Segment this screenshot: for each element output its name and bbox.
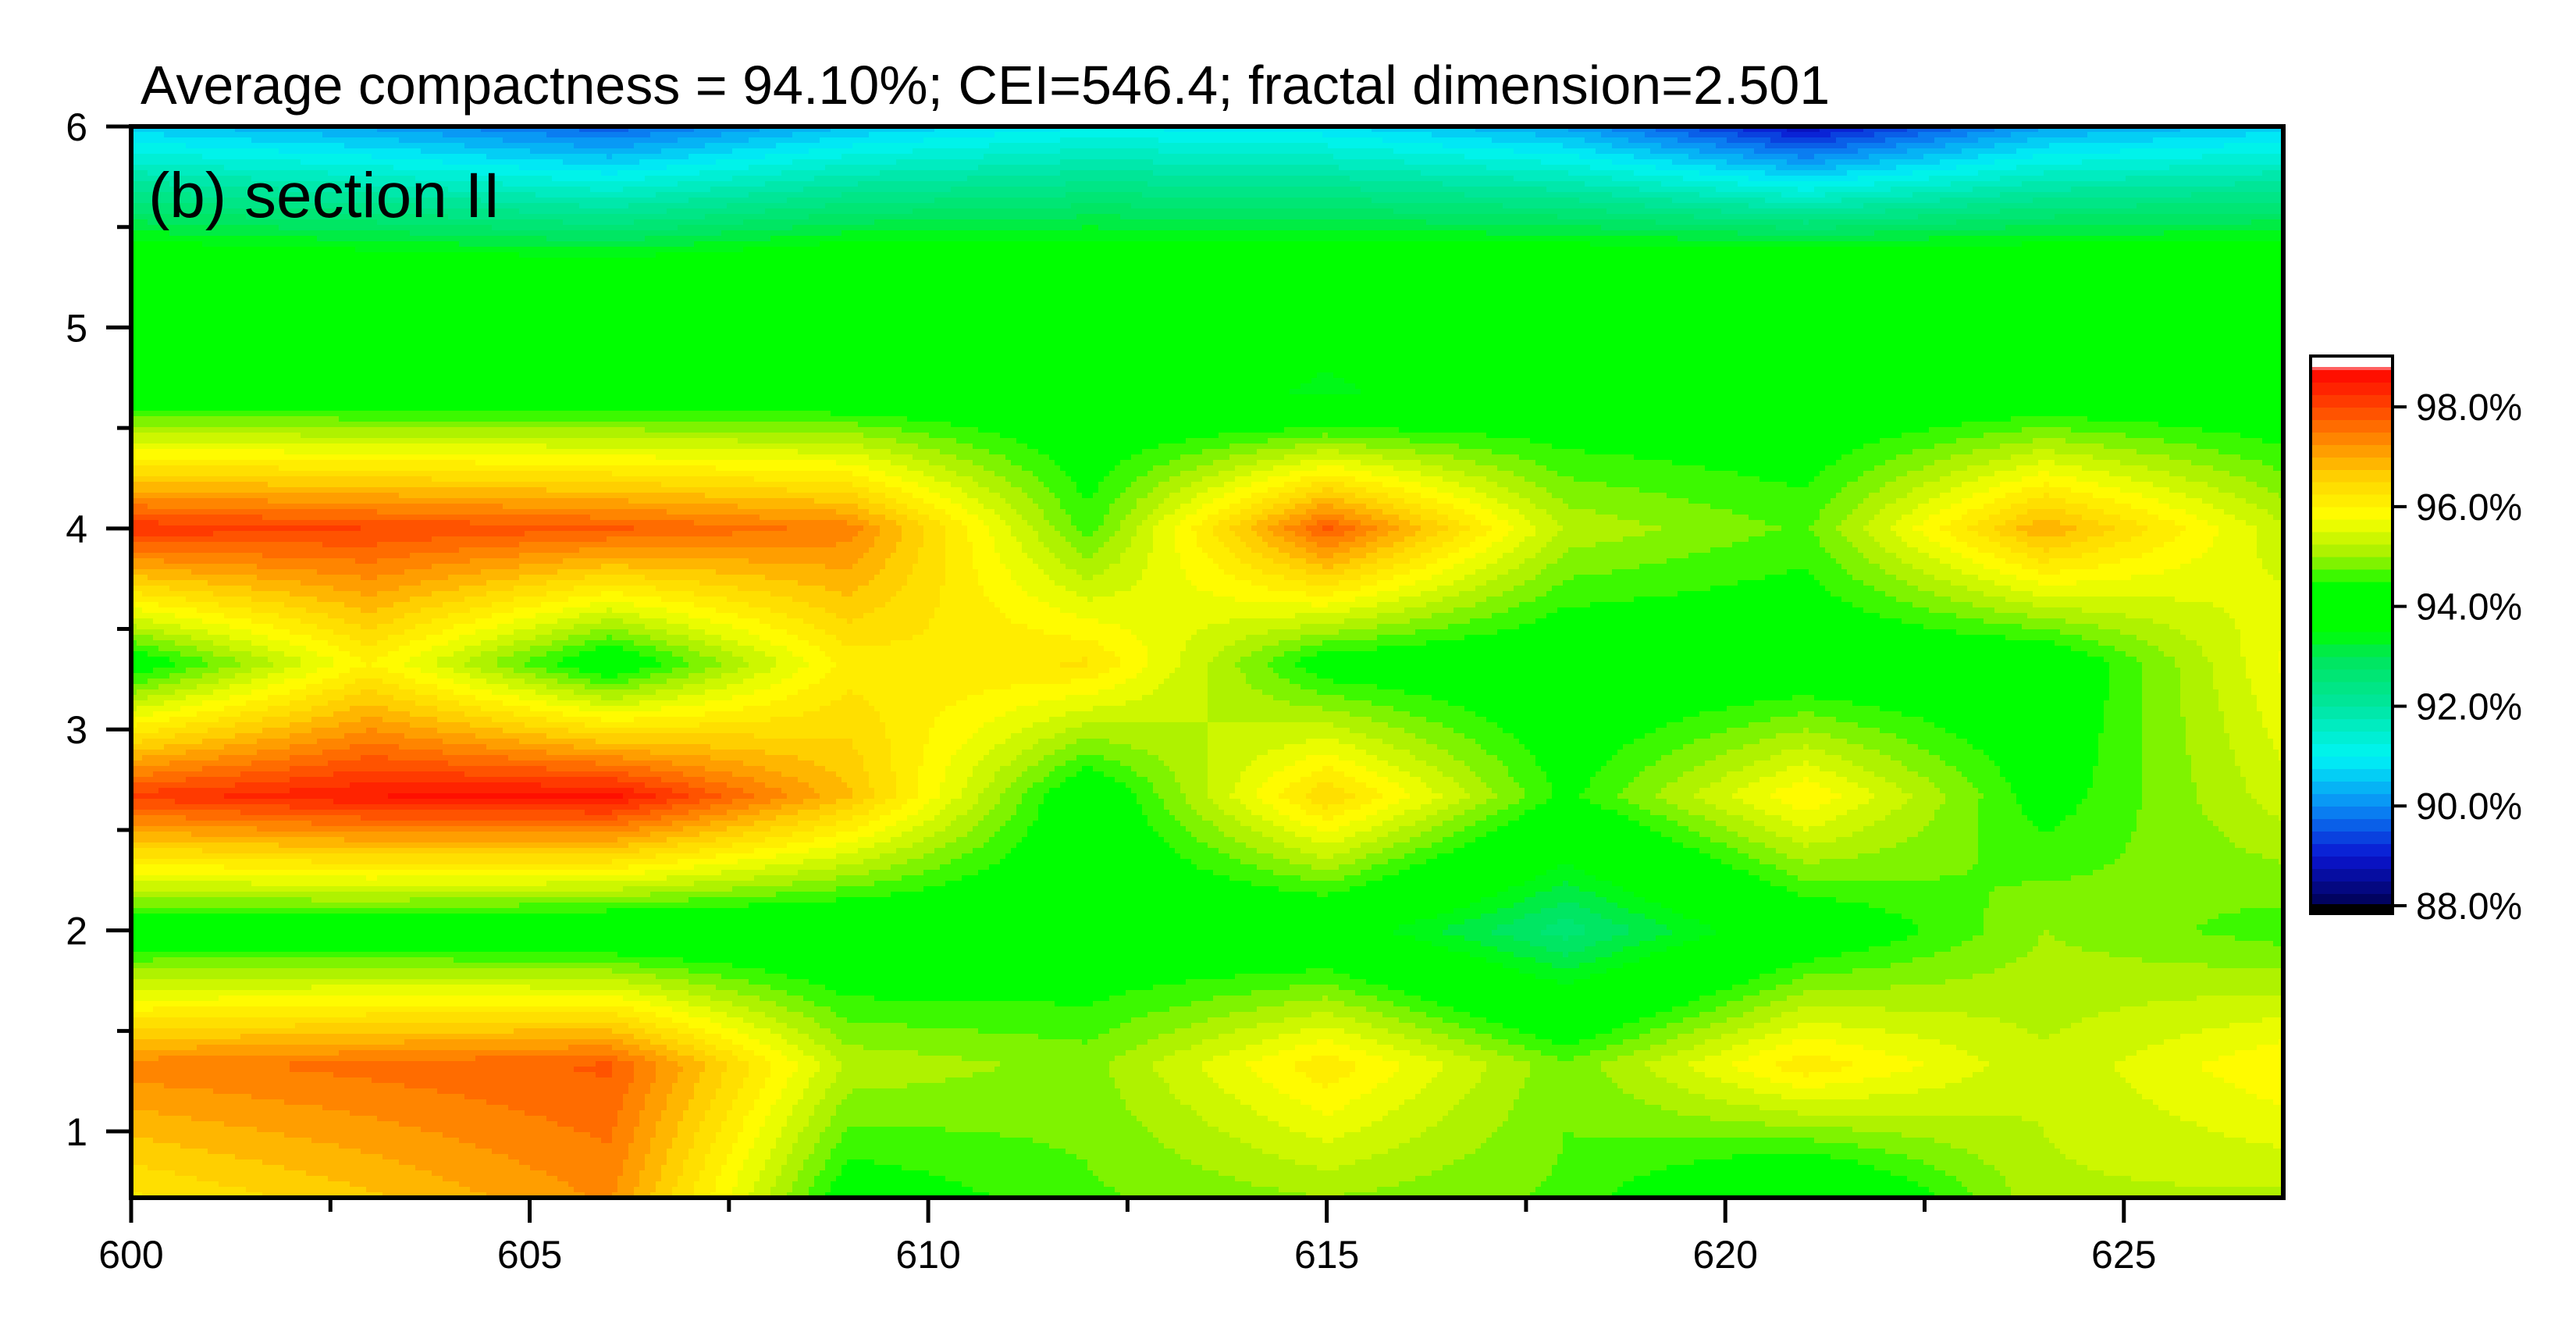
- colorbar-band: [2311, 806, 2393, 819]
- colorbar-band: [2311, 494, 2393, 508]
- y-tick-label-6: 6: [66, 105, 87, 149]
- colorbar-band: [2311, 632, 2393, 645]
- colorbar-band: [2311, 644, 2393, 657]
- colorbar-band: [2311, 594, 2393, 607]
- colorbar-label-96: 96.0%: [2416, 487, 2522, 529]
- colorbar-label-94: 94.0%: [2416, 587, 2522, 629]
- colorbar-band: [2311, 519, 2393, 532]
- x-tick-label-610: 610: [895, 1233, 960, 1277]
- colorbar-band: [2311, 657, 2393, 670]
- colorbar-band: [2311, 569, 2393, 582]
- x-tick-label-600: 600: [98, 1233, 163, 1277]
- y-tick-label-2: 2: [66, 910, 87, 953]
- x-tick-label-605: 605: [497, 1233, 562, 1277]
- colorbar-band: [2311, 793, 2393, 807]
- colorbar-band: [2311, 532, 2393, 545]
- colorbar-band: [2311, 731, 2393, 744]
- contour-fill: [131, 126, 2285, 1199]
- colorbar-band: [2311, 868, 2393, 882]
- colorbar-band: [2311, 718, 2393, 732]
- y-tick-label-3: 3: [66, 708, 87, 752]
- colorbar-band: [2311, 419, 2393, 433]
- colorbar-overflow: [2311, 356, 2393, 367]
- colorbar-band: [2311, 669, 2393, 682]
- colorbar-label-98: 98.0%: [2416, 387, 2522, 429]
- colorbar-band: [2311, 432, 2393, 445]
- colorbar-label-88: 88.0%: [2416, 886, 2522, 928]
- chart-title: Average compactness = 94.10%; CEI=546.4;…: [141, 55, 1830, 116]
- colorbar-band: [2311, 843, 2393, 857]
- colorbar-band: [2311, 881, 2393, 894]
- colorbar-band: [2311, 818, 2393, 832]
- colorbar-band: [2311, 544, 2393, 557]
- x-tick-label-620: 620: [1693, 1233, 1758, 1277]
- colorbar-band: [2311, 693, 2393, 707]
- colorbar-band: [2311, 831, 2393, 844]
- colorbar-band: [2311, 507, 2393, 520]
- colorbar-band: [2311, 382, 2393, 395]
- colorbar-band: [2311, 482, 2393, 495]
- colorbar-band: [2311, 856, 2393, 869]
- colorbar-band: [2311, 557, 2393, 570]
- y-tick-label-4: 4: [66, 508, 87, 551]
- colorbar-band: [2311, 619, 2393, 632]
- colorbar-band: [2311, 781, 2393, 794]
- panel-label: (b) section II: [148, 160, 500, 231]
- colorbar-band: [2311, 444, 2393, 458]
- colorbar-band: [2311, 743, 2393, 757]
- colorbar-label-90: 90.0%: [2416, 786, 2522, 828]
- colorbar-band: [2311, 607, 2393, 620]
- y-tick-label-5: 5: [66, 306, 87, 350]
- colorbar-band: [2311, 369, 2393, 383]
- y-tick-label-1: 1: [66, 1110, 87, 1154]
- colorbar-band: [2311, 394, 2393, 408]
- colorbar-band: [2311, 457, 2393, 470]
- colorbar-band: [2311, 756, 2393, 769]
- colorbar: 88.0% 90.0% 92.0% 94.0% 96.0% 98.0%: [2311, 356, 2522, 928]
- colorbar-label-92: 92.0%: [2416, 686, 2522, 728]
- colorbar-band: [2311, 469, 2393, 483]
- x-tick-label-615: 615: [1294, 1233, 1359, 1277]
- colorbar-band: [2311, 407, 2393, 420]
- colorbar-band: [2311, 768, 2393, 782]
- colorbar-band: [2311, 706, 2393, 719]
- colorbar-band: [2311, 367, 2393, 370]
- colorbar-band: [2311, 582, 2393, 595]
- colorbar-band: [2311, 682, 2393, 695]
- x-tick-label-625: 625: [2091, 1233, 2156, 1277]
